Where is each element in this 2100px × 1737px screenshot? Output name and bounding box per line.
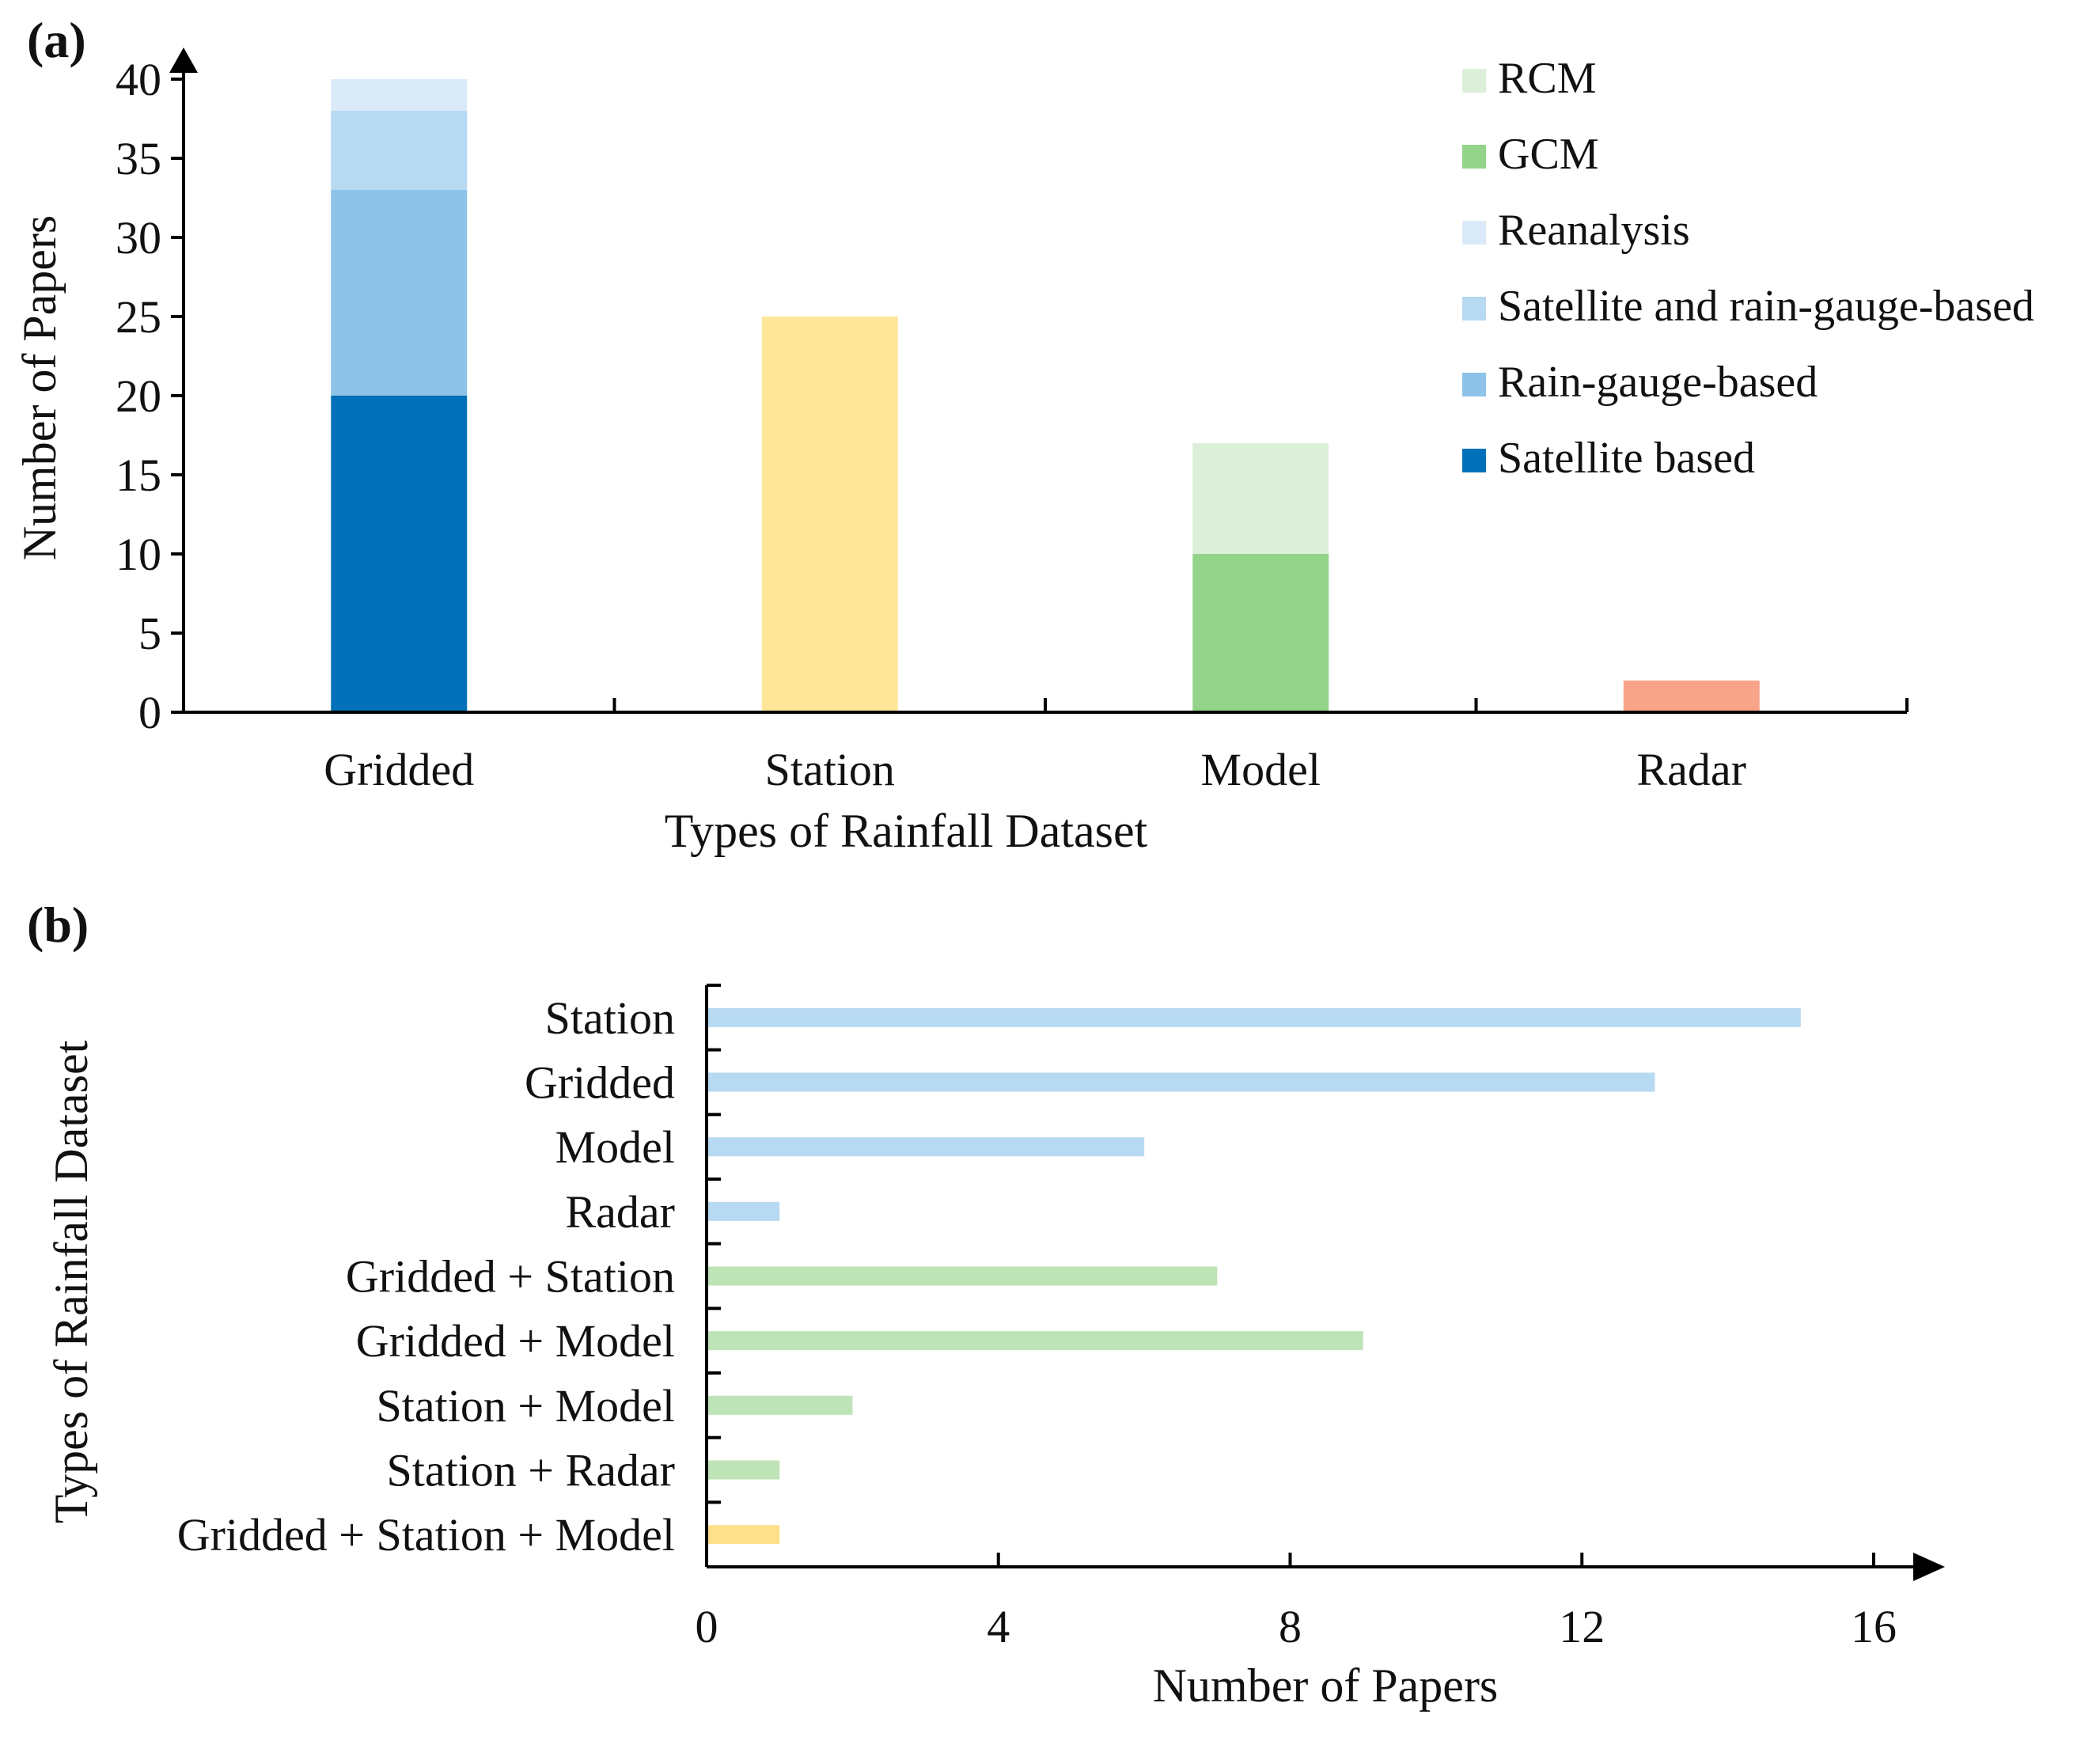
chart-a-y-ticks: 0 5 10 15 20 25 30 35 40 <box>116 54 184 738</box>
chart-b-y-tick-label: Station + Model <box>377 1380 675 1432</box>
legend-swatch <box>1462 297 1486 320</box>
legend-item-rain-gauge-based: Rain-gauge-based <box>1462 358 1818 407</box>
chart-b: (b) Types of Rainfall Dataset Number of … <box>27 897 1945 1712</box>
chart-b-y-tick-label: Station <box>545 992 675 1044</box>
legend-label: Satellite based <box>1498 434 1755 483</box>
chart-a-y-tick-label: 35 <box>116 133 161 184</box>
chart-b-x-axis-arrow <box>1913 1553 1945 1581</box>
legend-swatch <box>1462 69 1486 93</box>
chart-b-x-axis-title: Number of Papers <box>1153 1659 1499 1712</box>
chart-a-y-axis-title: Number of Papers <box>13 215 66 561</box>
bar-gridded-station <box>707 1266 1218 1286</box>
bar-gridded-reanalysis <box>331 79 468 111</box>
legend-item-satellite-and-rain-gauge-based: Satellite and rain-gauge-based <box>1462 282 2034 331</box>
chart-b-x-ticks: 0 4 8 12 16 <box>696 1553 1897 1652</box>
bar-station <box>707 1007 1801 1027</box>
chart-b-y-tick-label: Station + Radar <box>386 1445 675 1496</box>
chart-a-y-tick-label: 20 <box>116 370 161 422</box>
legend-label: GCM <box>1498 130 1599 179</box>
chart-b-y-categories: Station Gridded Model Radar Gridded + Statio… <box>177 992 675 1561</box>
chart-b-y-tick-label: Model <box>555 1121 675 1173</box>
legend-swatch <box>1462 449 1486 472</box>
bar-model <box>707 1137 1145 1157</box>
bar-station-station <box>761 317 898 712</box>
legend-swatch <box>1462 373 1486 396</box>
chart-a-x-tick-label: Station <box>765 744 895 795</box>
chart-b-x-tick-label: 16 <box>1851 1601 1897 1652</box>
chart-b-x-tick-label: 0 <box>696 1601 718 1652</box>
legend-item-reanalysis: Reanalysis <box>1462 206 1690 255</box>
legend-swatch <box>1462 221 1486 245</box>
legend-label: Rain-gauge-based <box>1498 358 1818 407</box>
chart-b-bars <box>707 1007 1801 1545</box>
panel-label-a: (a) <box>27 12 86 68</box>
chart-a-y-tick-label: 40 <box>116 54 161 105</box>
chart-a-bars <box>331 79 1760 712</box>
legend-swatch <box>1462 145 1486 169</box>
chart-b-axes <box>705 984 1945 1581</box>
legend-label: Reanalysis <box>1498 206 1690 255</box>
bar-gridded-satellite-and-rain-gauge-based <box>331 111 468 190</box>
legend-item-gcm: GCM <box>1462 130 1599 179</box>
chart-a-y-tick-label: 30 <box>116 212 161 264</box>
chart-b-y-tick-label: Gridded + Station <box>346 1251 675 1303</box>
legend-label: RCM <box>1498 54 1597 103</box>
chart-b-y-tick-label: Gridded <box>525 1057 675 1109</box>
chart-a-y-tick-label: 25 <box>116 291 161 343</box>
bar-model-rcm <box>1192 443 1329 554</box>
chart-a-y-tick-label: 5 <box>138 608 161 659</box>
bar-gridded-rain-gauge-based <box>331 190 468 396</box>
chart-a-y-tick-label: 0 <box>138 687 161 738</box>
bar-gridded <box>707 1072 1655 1092</box>
chart-a-y-tick-label: 15 <box>116 449 161 501</box>
chart-b-x-tick-label: 8 <box>1279 1601 1302 1652</box>
chart-b-x-tick-label: 4 <box>987 1601 1010 1652</box>
chart-b-y-tick-label: Gridded + Station + Model <box>177 1509 675 1561</box>
legend-item-rcm: RCM <box>1462 54 1597 103</box>
chart-b-x-tick-label: 12 <box>1559 1601 1605 1652</box>
bar-radar-radar <box>1623 681 1760 712</box>
bar-model-gcm <box>1192 554 1329 712</box>
chart-a-x-categories: Gridded Station Model Radar <box>324 744 1746 795</box>
bar-gridded-model <box>707 1331 1363 1351</box>
chart-a-legend: RCM GCM Reanalysis Satellite and rain-gauge… <box>1462 54 2034 483</box>
bar-gridded-station-model <box>707 1525 780 1545</box>
chart-a-x-tick-label: Gridded <box>324 744 474 795</box>
bar-station-radar <box>707 1460 780 1480</box>
legend-label: Satellite and rain-gauge-based <box>1498 282 2034 331</box>
chart-b-y-tick-label: Gridded + Model <box>356 1315 675 1367</box>
panel-label-b: (b) <box>27 897 89 953</box>
bar-station-model <box>707 1395 853 1415</box>
chart-a-y-tick-label: 10 <box>116 529 161 580</box>
bar-radar <box>707 1201 780 1221</box>
chart-a-x-tick-label: Radar <box>1637 744 1747 795</box>
chart-b-y-tick-label: Radar <box>566 1186 676 1238</box>
chart-a-x-axis-title: Types of Rainfall Dataset <box>665 805 1148 857</box>
chart-b-y-axis-title: Types of Rainfall Dataset <box>45 1040 97 1523</box>
bar-gridded-satellite-based <box>331 396 468 712</box>
chart-a-axes <box>169 47 1909 714</box>
chart-a-y-axis-arrow <box>169 47 198 73</box>
chart-a-x-tick-label: Model <box>1201 744 1321 795</box>
legend-item-satellite-based: Satellite based <box>1462 434 1755 483</box>
chart-a: (a) Number of Papers Types of Rainfall D… <box>13 12 2034 857</box>
